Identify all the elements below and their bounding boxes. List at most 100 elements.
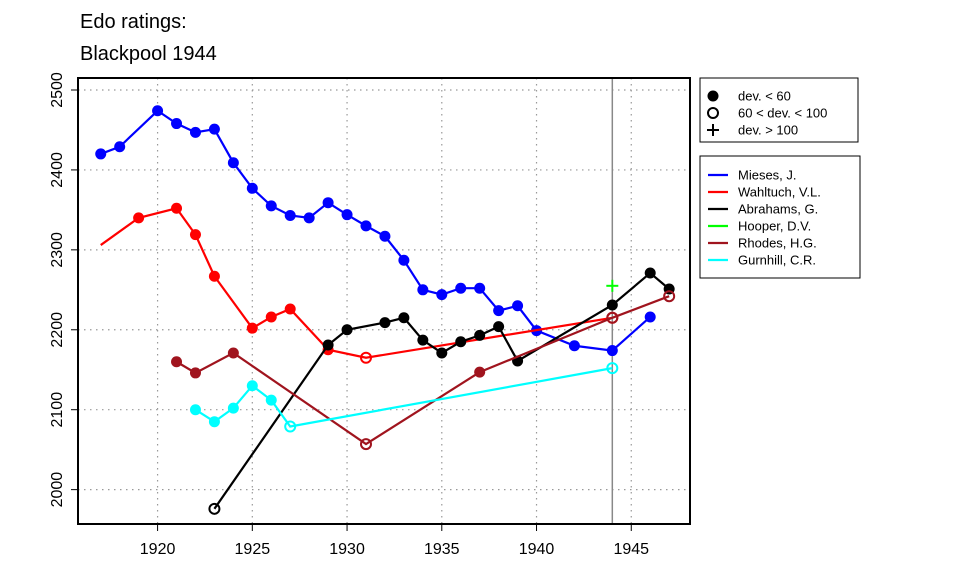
series-rhodes-h-g bbox=[171, 290, 676, 451]
data-point bbox=[322, 197, 334, 209]
data-point bbox=[303, 212, 315, 224]
legend-label: Abrahams, G. bbox=[738, 202, 818, 217]
data-point bbox=[246, 322, 258, 334]
legend-label: Mieses, J. bbox=[738, 168, 797, 183]
data-point bbox=[512, 300, 524, 312]
data-point bbox=[436, 289, 448, 301]
x-tick-label: 1920 bbox=[140, 541, 176, 558]
chart-title-line-2: Blackpool 1944 bbox=[80, 43, 217, 65]
x-tick-label: 1925 bbox=[235, 541, 271, 558]
data-point bbox=[360, 438, 372, 451]
data-point bbox=[227, 402, 239, 414]
data-point bbox=[189, 229, 201, 241]
data-point bbox=[133, 212, 145, 224]
legend-label: Hooper, D.V. bbox=[738, 219, 811, 234]
series-mieses-j bbox=[95, 105, 656, 357]
chart-title-line-1: Edo ratings: bbox=[80, 11, 187, 33]
axes: 1920 1925 1930 1935 1940 1945 2000 2100 2200 2300… bbox=[49, 72, 649, 558]
grid bbox=[78, 78, 690, 524]
data-point bbox=[417, 334, 429, 346]
y-tick-label: 2400 bbox=[49, 152, 66, 188]
legend-label: dev. > 100 bbox=[738, 123, 798, 138]
data-point bbox=[341, 324, 353, 336]
series-abrahams-g bbox=[208, 267, 675, 515]
data-point bbox=[284, 303, 296, 315]
data-point bbox=[246, 182, 258, 194]
data-point bbox=[208, 123, 220, 135]
data-point bbox=[568, 340, 580, 352]
plot-frame bbox=[77, 77, 691, 525]
data-point bbox=[227, 157, 239, 169]
x-tick-label: 1945 bbox=[613, 541, 649, 558]
data-point bbox=[189, 404, 201, 416]
data-point bbox=[379, 317, 391, 329]
legend-marker bbox=[707, 90, 719, 102]
data-point bbox=[606, 279, 619, 292]
data-point bbox=[644, 267, 656, 279]
data-point bbox=[644, 311, 656, 323]
data-point bbox=[474, 282, 486, 294]
data-point bbox=[208, 270, 220, 282]
data-point bbox=[360, 351, 372, 364]
series-hooper-d-v bbox=[606, 279, 619, 292]
data-point bbox=[171, 356, 183, 368]
deviation-legend: dev. < 60 60 < dev. < 100 dev. > 100 bbox=[699, 77, 859, 143]
data-point bbox=[493, 305, 505, 317]
data-point bbox=[606, 299, 618, 311]
series-line bbox=[213, 271, 670, 510]
data-point bbox=[379, 230, 391, 242]
data-point bbox=[455, 336, 467, 348]
data-point bbox=[436, 347, 448, 359]
data-point bbox=[360, 220, 372, 232]
data-point bbox=[171, 202, 183, 214]
series-wahltuch-v-l bbox=[100, 202, 619, 364]
data-point bbox=[474, 366, 486, 378]
data-point bbox=[208, 416, 220, 428]
legend-label: Rhodes, H.G. bbox=[738, 236, 817, 251]
data-point bbox=[493, 321, 505, 333]
legend-label: Gurnhill, C.R. bbox=[738, 253, 816, 268]
data-point bbox=[341, 209, 353, 221]
player-legend: Mieses, J. Wahltuch, V.L. Abrahams, G. Hoop… bbox=[699, 155, 861, 279]
data-point bbox=[171, 118, 183, 130]
legend-box bbox=[699, 77, 859, 143]
data-point bbox=[398, 312, 410, 324]
data-point bbox=[208, 502, 221, 515]
x-tick-label: 1940 bbox=[519, 541, 555, 558]
data-point bbox=[606, 345, 618, 357]
legend-marker bbox=[707, 124, 719, 136]
legend-label: 60 < dev. < 100 bbox=[738, 106, 827, 121]
data-point bbox=[152, 105, 164, 117]
data-point bbox=[474, 329, 486, 341]
legend-label: dev. < 60 bbox=[738, 89, 791, 104]
y-tick-label: 2300 bbox=[49, 232, 66, 268]
series-layer bbox=[95, 105, 676, 515]
data-point bbox=[114, 141, 126, 153]
data-point bbox=[606, 362, 619, 375]
data-point bbox=[398, 254, 410, 266]
data-point bbox=[284, 209, 296, 221]
data-point bbox=[265, 200, 277, 212]
data-point bbox=[246, 380, 258, 392]
data-point bbox=[284, 420, 297, 433]
y-tick-label: 2000 bbox=[49, 472, 66, 508]
legend-marker bbox=[707, 107, 719, 119]
data-point bbox=[227, 347, 239, 359]
data-point bbox=[455, 282, 467, 294]
series-gurnhill-c-r bbox=[189, 362, 619, 433]
series-line bbox=[194, 367, 613, 428]
x-tick-label: 1930 bbox=[329, 541, 365, 558]
legend-label: Wahltuch, V.L. bbox=[738, 185, 821, 200]
data-point bbox=[417, 284, 429, 296]
data-point bbox=[606, 311, 619, 324]
series-line bbox=[100, 109, 651, 352]
y-tick-label: 2200 bbox=[49, 312, 66, 348]
data-point bbox=[189, 367, 201, 379]
data-point bbox=[663, 290, 676, 303]
data-point bbox=[189, 126, 201, 138]
x-tick-label: 1935 bbox=[424, 541, 460, 558]
data-point bbox=[322, 339, 334, 351]
data-point bbox=[265, 394, 277, 406]
y-tick-label: 2500 bbox=[49, 72, 66, 108]
